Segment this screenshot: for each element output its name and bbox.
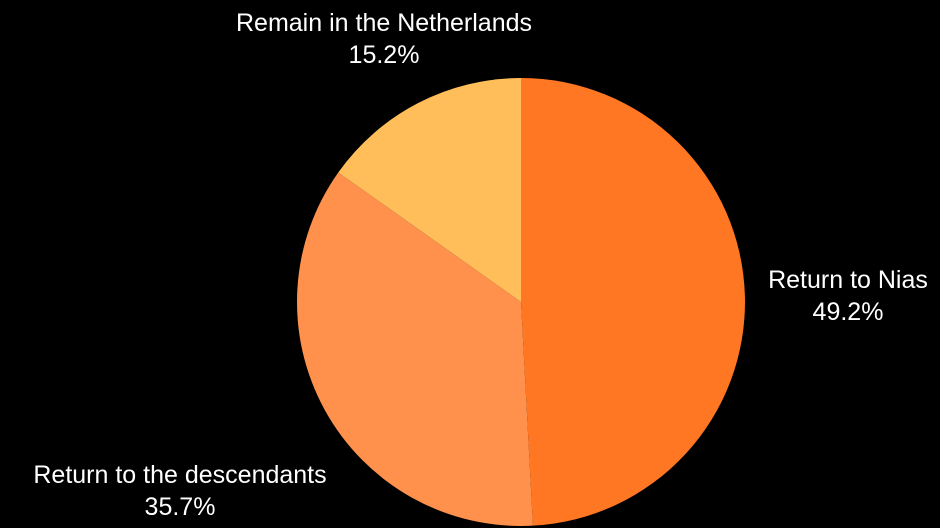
slice-percent-return-to-the-descendants: 35.7% [145, 493, 216, 521]
slice-label-return-to-the-descendants: Return to the descendants [33, 461, 326, 489]
pie-slice-remain-in-the-netherlands [338, 78, 521, 302]
slice-percent-remain-in-the-netherlands: 15.2% [349, 41, 420, 69]
slice-percent-return-to-nias: 49.2% [813, 298, 884, 326]
slice-label-remain-in-the-netherlands: Remain in the Netherlands [236, 9, 532, 37]
pie-slices [296, 78, 745, 526]
slice-label-return-to-nias: Return to Nias [768, 266, 928, 294]
pie-slice-return-to-the-descendants [296, 172, 533, 526]
pie-labels: Return to Nias 49.2% Return to the desce… [33, 9, 928, 521]
pie-slice-return-to-nias [521, 78, 745, 526]
